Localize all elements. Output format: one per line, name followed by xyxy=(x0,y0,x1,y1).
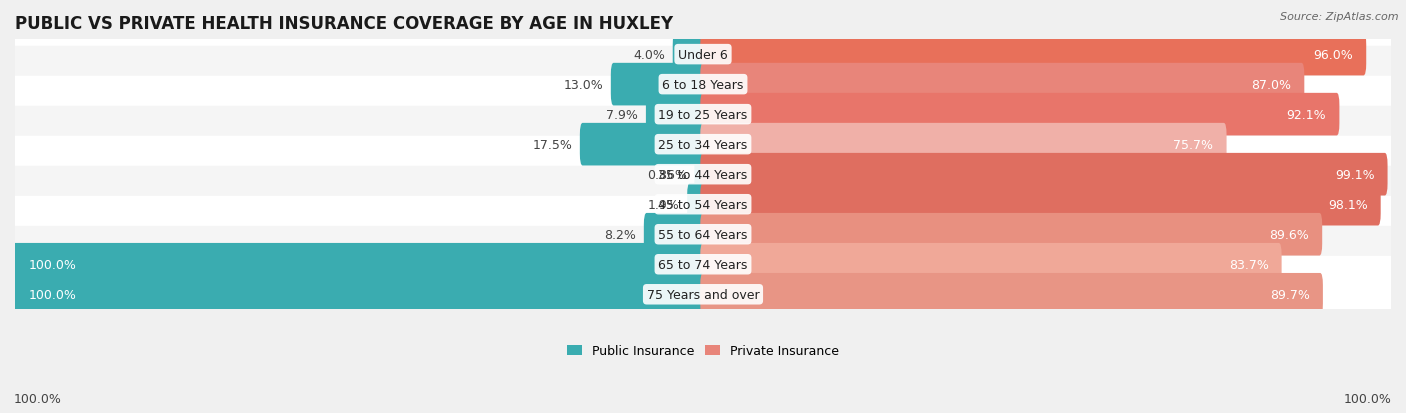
FancyBboxPatch shape xyxy=(10,256,1396,333)
Text: 75 Years and over: 75 Years and over xyxy=(647,288,759,301)
Text: 6 to 18 Years: 6 to 18 Years xyxy=(662,78,744,91)
FancyBboxPatch shape xyxy=(700,34,1367,76)
Text: 99.1%: 99.1% xyxy=(1334,168,1375,181)
FancyBboxPatch shape xyxy=(10,166,1396,243)
Text: 13.0%: 13.0% xyxy=(564,78,603,91)
Text: 1.9%: 1.9% xyxy=(648,198,679,211)
FancyBboxPatch shape xyxy=(672,34,706,76)
FancyBboxPatch shape xyxy=(645,94,706,136)
Text: 55 to 64 Years: 55 to 64 Years xyxy=(658,228,748,241)
FancyBboxPatch shape xyxy=(700,94,1340,136)
Text: 65 to 74 Years: 65 to 74 Years xyxy=(658,258,748,271)
FancyBboxPatch shape xyxy=(700,64,1305,106)
FancyBboxPatch shape xyxy=(700,154,1388,196)
FancyBboxPatch shape xyxy=(688,183,706,226)
Text: 7.9%: 7.9% xyxy=(606,108,638,121)
Text: 75.7%: 75.7% xyxy=(1174,138,1213,151)
FancyBboxPatch shape xyxy=(610,64,706,106)
FancyBboxPatch shape xyxy=(700,214,1322,256)
Text: 25 to 34 Years: 25 to 34 Years xyxy=(658,138,748,151)
Text: 35 to 44 Years: 35 to 44 Years xyxy=(658,168,748,181)
FancyBboxPatch shape xyxy=(579,123,706,166)
Text: 87.0%: 87.0% xyxy=(1251,78,1291,91)
Text: 45 to 54 Years: 45 to 54 Years xyxy=(658,198,748,211)
FancyBboxPatch shape xyxy=(700,273,1323,316)
Text: 100.0%: 100.0% xyxy=(14,392,62,405)
Text: PUBLIC VS PRIVATE HEALTH INSURANCE COVERAGE BY AGE IN HUXLEY: PUBLIC VS PRIVATE HEALTH INSURANCE COVER… xyxy=(15,15,673,33)
Text: 17.5%: 17.5% xyxy=(533,138,572,151)
Text: 83.7%: 83.7% xyxy=(1229,258,1268,271)
Legend: Public Insurance, Private Insurance: Public Insurance, Private Insurance xyxy=(562,339,844,363)
Text: 8.2%: 8.2% xyxy=(605,228,637,241)
Text: 100.0%: 100.0% xyxy=(28,288,77,301)
FancyBboxPatch shape xyxy=(700,123,1226,166)
Text: 98.1%: 98.1% xyxy=(1327,198,1368,211)
FancyBboxPatch shape xyxy=(10,226,1396,303)
Text: Source: ZipAtlas.com: Source: ZipAtlas.com xyxy=(1281,12,1399,22)
FancyBboxPatch shape xyxy=(644,214,706,256)
Text: 4.0%: 4.0% xyxy=(633,48,665,62)
Text: 0.86%: 0.86% xyxy=(647,168,686,181)
FancyBboxPatch shape xyxy=(700,183,1381,226)
Text: 96.0%: 96.0% xyxy=(1313,48,1353,62)
Text: 19 to 25 Years: 19 to 25 Years xyxy=(658,108,748,121)
Text: Under 6: Under 6 xyxy=(678,48,728,62)
FancyBboxPatch shape xyxy=(695,154,706,196)
FancyBboxPatch shape xyxy=(13,273,706,316)
FancyBboxPatch shape xyxy=(13,243,706,286)
Text: 92.1%: 92.1% xyxy=(1286,108,1326,121)
FancyBboxPatch shape xyxy=(10,76,1396,153)
FancyBboxPatch shape xyxy=(10,136,1396,213)
Text: 100.0%: 100.0% xyxy=(1344,392,1392,405)
FancyBboxPatch shape xyxy=(10,196,1396,273)
FancyBboxPatch shape xyxy=(700,243,1282,286)
Text: 100.0%: 100.0% xyxy=(28,258,77,271)
FancyBboxPatch shape xyxy=(10,107,1396,183)
Text: 89.7%: 89.7% xyxy=(1270,288,1310,301)
FancyBboxPatch shape xyxy=(10,47,1396,123)
FancyBboxPatch shape xyxy=(10,17,1396,93)
Text: 89.6%: 89.6% xyxy=(1270,228,1309,241)
